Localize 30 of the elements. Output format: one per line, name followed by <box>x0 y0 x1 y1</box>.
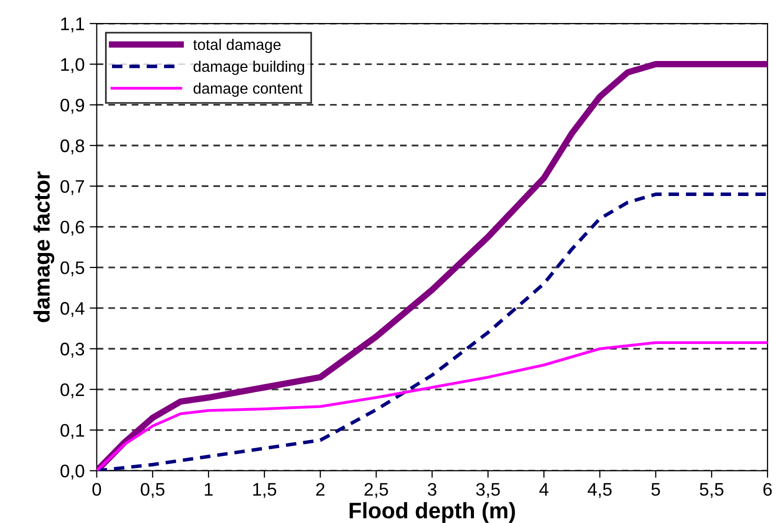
y-tick-label: 1,0 <box>61 58 84 74</box>
x-tick-label: 2 <box>316 482 324 496</box>
y-tick-label: 0,5 <box>60 261 84 276</box>
y-tick-label: 0,4 <box>60 302 84 317</box>
x-tick-label: 4,5 <box>588 483 612 498</box>
y-tick-label: 0,1 <box>60 424 84 439</box>
y-tick-label: 0,2 <box>60 383 84 398</box>
y-tick-label: 0,0 <box>60 464 84 480</box>
x-tick-label: 6 <box>763 482 772 496</box>
x-tick-label: 4 <box>539 483 548 496</box>
x-tick-label: 2,5 <box>364 482 388 498</box>
y-axis-title: damage factor <box>33 172 54 322</box>
x-tick-label: 0,5 <box>140 482 164 498</box>
legend-label: damage building <box>194 60 304 75</box>
y-tick-label: 1,1 <box>61 18 84 32</box>
y-tick-label: 0,8 <box>60 139 84 154</box>
x-tick-label: 5 <box>651 483 660 496</box>
x-tick-label: 5,5 <box>700 483 724 498</box>
x-tick-label: 3,5 <box>476 482 500 498</box>
x-tick-label: 0 <box>92 482 102 496</box>
y-tick-label: 0,9 <box>60 98 84 114</box>
y-tick-label: 0,7 <box>60 180 84 195</box>
x-tick-label: 1,5 <box>253 483 276 498</box>
legend-label: damage content <box>194 82 302 97</box>
y-tick-label: 0,3 <box>60 342 84 358</box>
x-axis-title: Flood depth (m) <box>350 502 515 523</box>
x-tick-label: 1 <box>204 483 213 496</box>
y-tick-label: 0,6 <box>60 220 84 236</box>
legend-label: total damage <box>193 38 281 54</box>
x-tick-label: 3 <box>428 482 436 496</box>
